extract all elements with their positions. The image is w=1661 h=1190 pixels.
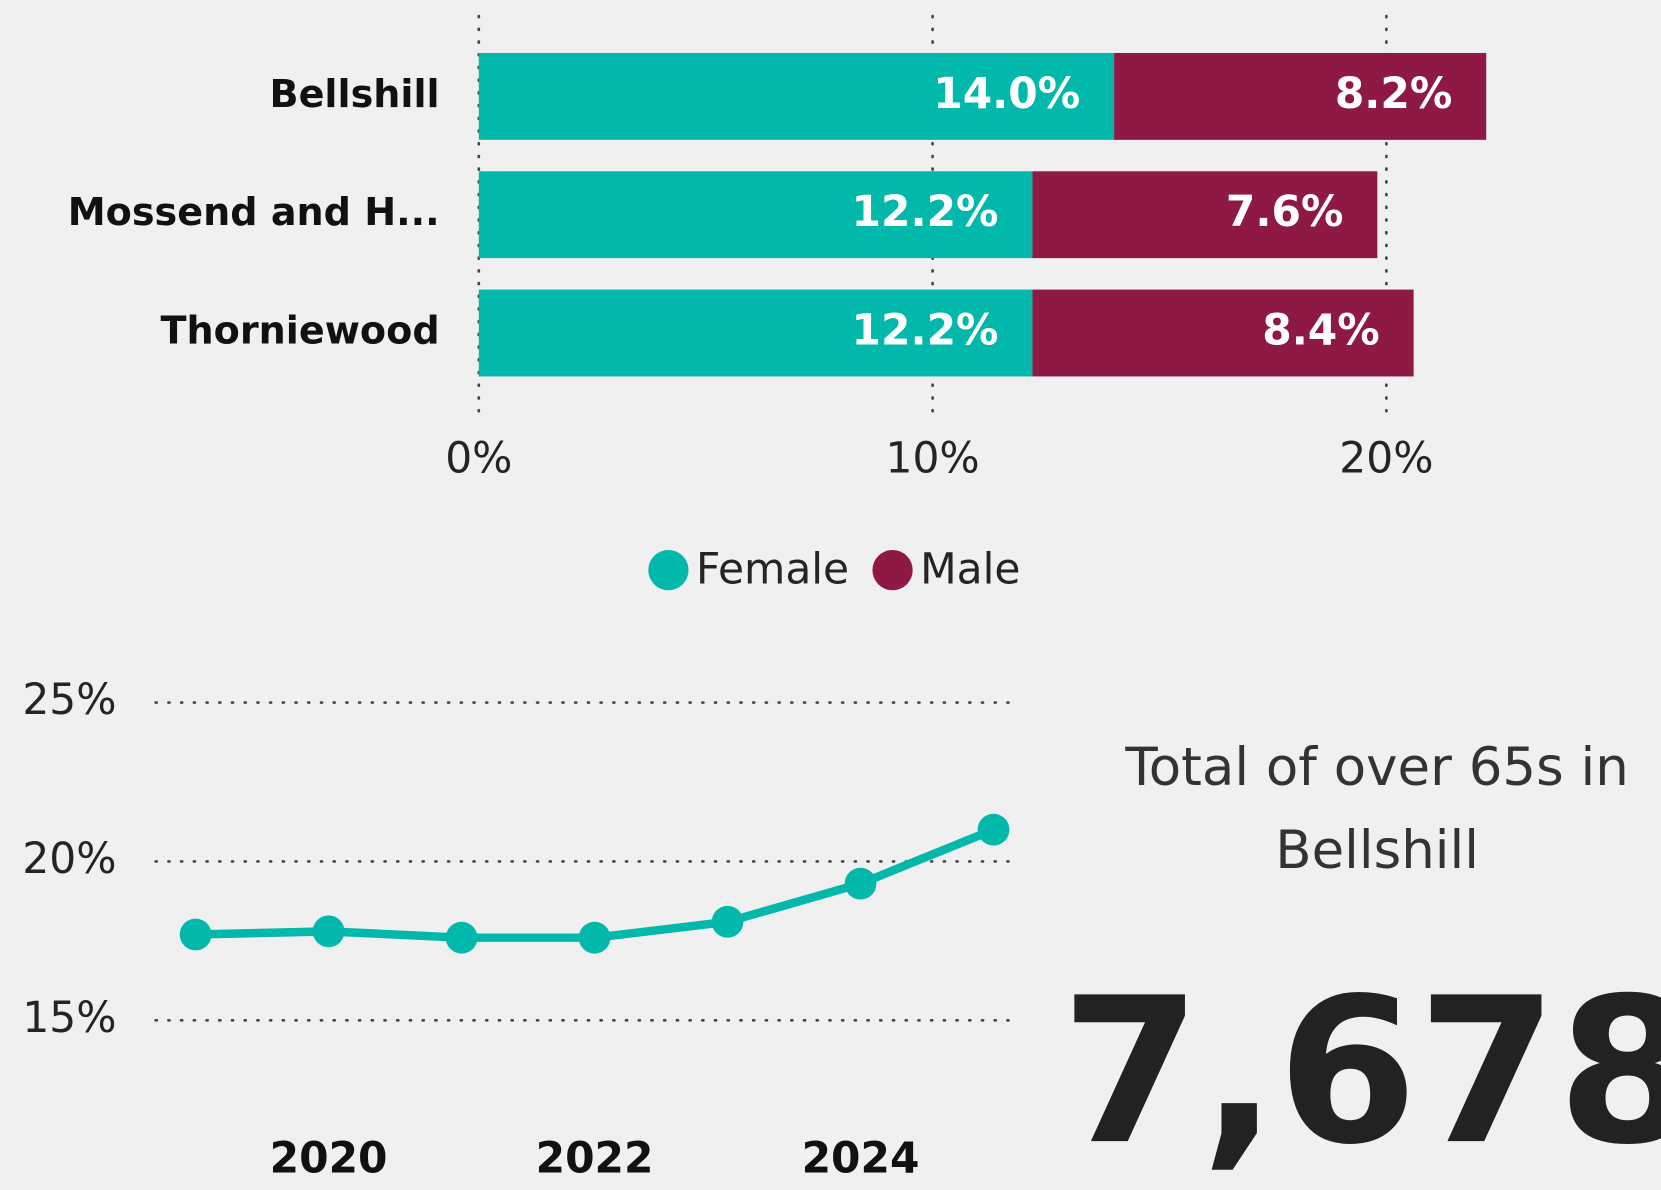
point — [445, 921, 478, 954]
card-title: Total of over 65s in Bellshill — [1125, 736, 1629, 881]
y-tick-label: 20% — [22, 834, 116, 883]
point — [844, 867, 877, 900]
legend-label: Male — [920, 545, 1020, 594]
point — [312, 915, 345, 948]
data-label: 12.2% — [852, 187, 999, 236]
x-tick-label: 2024 — [802, 1134, 920, 1183]
y-tick-label: Bellshill — [270, 72, 440, 116]
data-label: 7.6% — [1226, 187, 1343, 236]
data-label: 8.4% — [1262, 305, 1379, 354]
bar-segment — [478, 171, 1033, 259]
data-label: 8.2% — [1335, 69, 1452, 118]
legend-label: Female — [696, 545, 849, 594]
card-value: 7,678 — [1061, 955, 1661, 1189]
point — [977, 813, 1010, 846]
legend-marker — [872, 549, 913, 591]
point — [179, 918, 212, 951]
x-tick-label: 10% — [886, 433, 980, 482]
bar-segment — [478, 289, 1033, 377]
y-tick-label: 15% — [22, 993, 116, 1042]
card-title-box: Total of over 65s in Bellshill — [1125, 736, 1629, 881]
y-tick-label: Thorniewood — [161, 308, 440, 352]
x-tick-label: 2020 — [270, 1134, 388, 1183]
bar-segment — [1114, 52, 1487, 140]
data-label: 14.0% — [933, 69, 1080, 118]
point — [711, 905, 744, 938]
point — [578, 921, 611, 954]
x-tick-label: 2022 — [536, 1134, 654, 1183]
y-tick-label: Mossend and H... — [68, 190, 440, 234]
x-tick-label: 20% — [1339, 433, 1433, 482]
bar-segment — [1032, 171, 1378, 259]
x-tick-label: 0% — [445, 433, 512, 482]
data-label: 12.2% — [852, 305, 999, 354]
legend-marker — [648, 549, 689, 591]
bar-segment — [478, 52, 1115, 140]
y-tick-label: 25% — [22, 675, 116, 724]
bar-segment — [1032, 289, 1414, 377]
